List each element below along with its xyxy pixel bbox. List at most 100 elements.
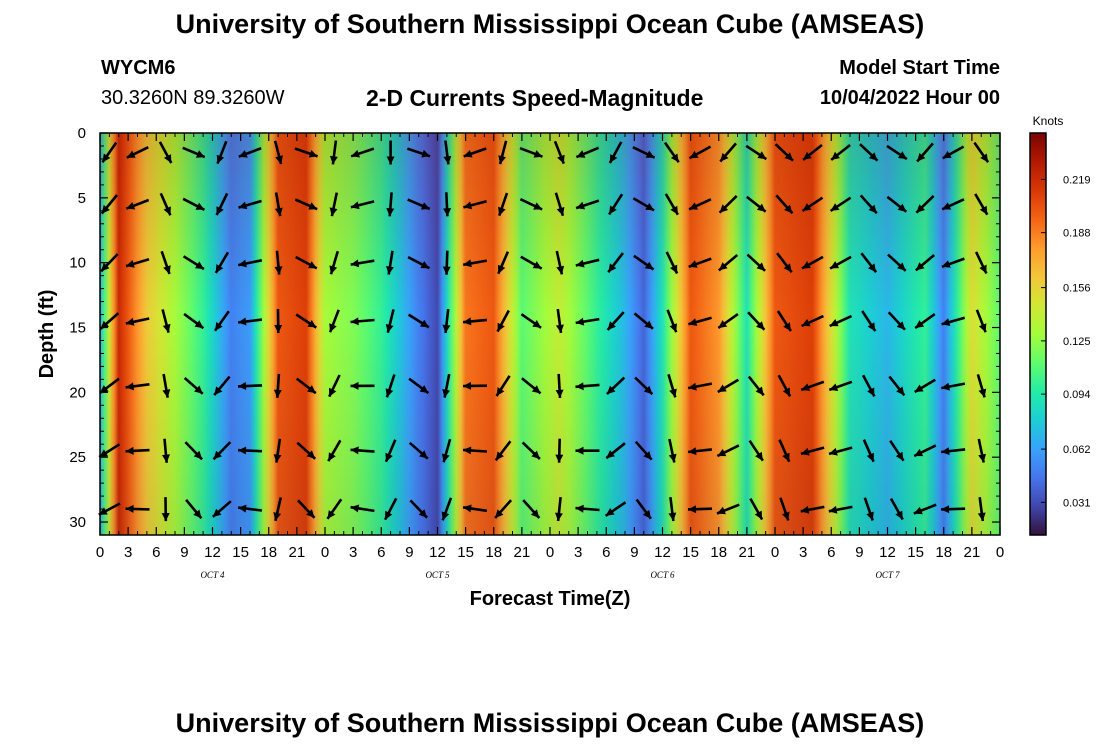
vector-head xyxy=(801,383,811,391)
vector-head xyxy=(125,446,134,455)
current-vector xyxy=(914,254,936,272)
x-tick-label: 0 xyxy=(996,544,1004,561)
current-vector xyxy=(462,317,488,326)
vector-head xyxy=(531,385,541,394)
current-vector xyxy=(555,308,564,334)
current-vector xyxy=(575,382,600,391)
current-vector xyxy=(385,374,396,398)
current-vector xyxy=(328,374,341,398)
vector-head xyxy=(803,151,812,160)
current-vector xyxy=(887,253,907,272)
y-tick-label: 5 xyxy=(78,190,86,207)
vector-head xyxy=(941,382,950,391)
current-vector xyxy=(295,377,317,395)
current-vector xyxy=(237,317,263,326)
current-vector xyxy=(98,443,121,459)
current-vector xyxy=(328,309,340,333)
x-tick-label: 21 xyxy=(289,544,306,561)
vector-head xyxy=(421,149,431,158)
x-tick-label: 9 xyxy=(405,544,413,561)
vector-head xyxy=(643,451,652,460)
vector-head xyxy=(756,262,766,271)
current-vector xyxy=(668,438,677,463)
current-vector xyxy=(800,446,825,456)
vector-head xyxy=(327,510,336,519)
vector-head xyxy=(308,150,318,158)
current-vector xyxy=(553,140,566,165)
vector-head xyxy=(385,452,393,462)
vector-head xyxy=(213,450,222,460)
vector-head xyxy=(688,447,697,456)
x-tick-label: 15 xyxy=(682,544,699,561)
current-vector xyxy=(886,195,908,213)
vector-head xyxy=(868,204,877,214)
footer-title: University of Southern Mississippi Ocean… xyxy=(175,708,925,738)
x-tick-label: 9 xyxy=(180,544,188,561)
current-vector xyxy=(497,192,509,217)
vector-head xyxy=(497,322,505,332)
current-vector xyxy=(522,499,541,519)
current-vector xyxy=(273,497,283,522)
vector-head xyxy=(125,504,134,513)
vector-head xyxy=(688,505,697,514)
vector-head xyxy=(942,202,952,210)
current-vector xyxy=(329,250,340,275)
current-vector xyxy=(442,308,451,334)
current-vector xyxy=(463,147,487,158)
x-tick-label: 3 xyxy=(124,544,132,561)
colorbar-tick-label: 0.219 xyxy=(1063,174,1091,186)
vector-head xyxy=(329,387,337,397)
current-vector xyxy=(888,375,906,397)
vector-head xyxy=(386,266,394,275)
vector-head xyxy=(195,202,205,210)
vector-head xyxy=(802,203,812,211)
current-vector xyxy=(605,442,626,460)
vector-head xyxy=(607,321,616,330)
vector-head xyxy=(897,203,907,212)
current-vector xyxy=(350,504,375,513)
vector-head xyxy=(867,322,876,332)
y-tick-label: 15 xyxy=(69,320,86,337)
current-vector xyxy=(295,313,318,329)
vector-head xyxy=(212,508,222,517)
vector-head xyxy=(274,266,283,275)
vector-head xyxy=(941,260,951,268)
vector-head xyxy=(915,262,925,271)
vector-head xyxy=(575,504,584,513)
vector-head xyxy=(978,323,987,333)
current-vector xyxy=(350,200,375,210)
vector-head xyxy=(609,205,617,215)
vector-head xyxy=(575,382,584,391)
vector-head xyxy=(495,509,504,518)
current-vector xyxy=(914,378,936,394)
vector-head xyxy=(642,509,651,519)
current-vector xyxy=(862,439,875,463)
current-vector xyxy=(521,377,542,395)
current-vector xyxy=(215,192,229,216)
current-vector xyxy=(555,438,564,463)
current-vector xyxy=(828,446,853,456)
vector-head xyxy=(800,447,810,456)
current-vector xyxy=(274,250,283,275)
current-vector xyxy=(575,258,600,268)
vector-head xyxy=(420,319,429,328)
vector-head xyxy=(350,259,360,268)
vector-head xyxy=(897,262,906,271)
vector-head xyxy=(556,207,565,216)
vector-head xyxy=(645,202,655,211)
current-vector xyxy=(183,312,205,330)
colorbar-tick-label: 0.125 xyxy=(1063,336,1091,348)
current-vector xyxy=(125,198,150,210)
vector-head xyxy=(689,202,698,210)
vector-head xyxy=(162,389,171,398)
current-vector xyxy=(828,505,853,514)
current-vector xyxy=(575,317,600,326)
vector-head xyxy=(941,318,951,326)
vector-head xyxy=(308,202,318,210)
vector-head xyxy=(350,446,359,455)
vector-head xyxy=(575,317,585,326)
current-vector xyxy=(408,377,430,395)
vector-head xyxy=(831,151,840,160)
vector-head xyxy=(463,201,473,210)
vector-head xyxy=(757,151,767,160)
